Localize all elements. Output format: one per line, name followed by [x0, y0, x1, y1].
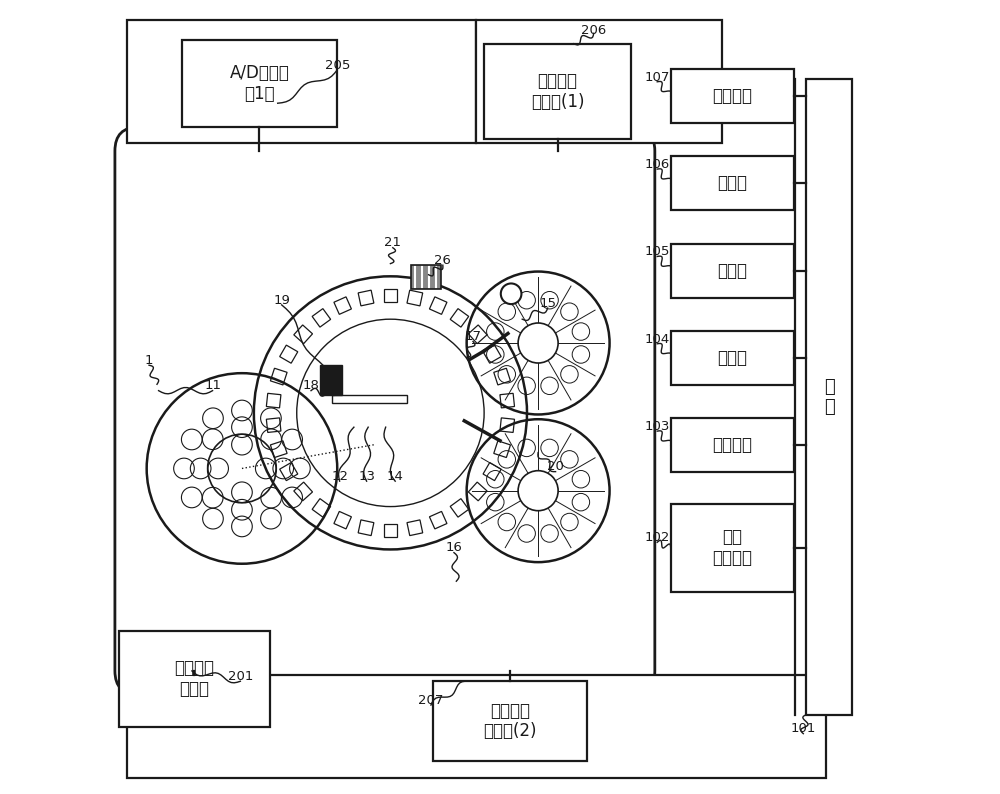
Text: 显示装置: 显示装置 — [712, 437, 752, 454]
Text: 试剂分注
控制部(2): 试剂分注 控制部(2) — [483, 702, 537, 740]
Text: 14: 14 — [387, 470, 404, 483]
Bar — [806, 79, 852, 715]
Text: 102: 102 — [645, 531, 670, 544]
Text: 打印机: 打印机 — [717, 175, 747, 192]
Bar — [119, 631, 270, 727]
Bar — [671, 331, 794, 385]
Bar — [332, 395, 407, 403]
Bar — [433, 681, 587, 761]
Text: 21: 21 — [384, 237, 401, 249]
Text: 18: 18 — [303, 380, 319, 392]
Text: 206: 206 — [581, 24, 606, 37]
Bar — [671, 69, 794, 123]
Text: 输入装置: 输入装置 — [712, 87, 752, 105]
Text: 101: 101 — [791, 723, 816, 735]
Circle shape — [518, 471, 558, 511]
Text: 17: 17 — [465, 330, 482, 343]
Text: 103: 103 — [645, 420, 670, 433]
Text: 201: 201 — [228, 670, 253, 683]
Circle shape — [501, 283, 521, 304]
Text: 104: 104 — [645, 333, 670, 345]
Circle shape — [518, 323, 558, 363]
Text: 207: 207 — [418, 694, 444, 707]
Text: 106: 106 — [645, 158, 670, 171]
Bar — [484, 44, 631, 139]
Bar — [671, 504, 794, 592]
Bar — [411, 265, 441, 289]
Bar — [127, 20, 476, 143]
Text: 105: 105 — [645, 245, 670, 258]
Text: 26: 26 — [434, 254, 451, 267]
Text: 11: 11 — [204, 380, 221, 392]
Text: 12: 12 — [331, 470, 348, 483]
Text: 13: 13 — [358, 470, 375, 483]
Bar — [320, 365, 342, 395]
Bar — [671, 156, 794, 210]
Text: 1: 1 — [145, 354, 153, 367]
Text: 样本分注
控制部: 样本分注 控制部 — [174, 660, 214, 698]
FancyBboxPatch shape — [115, 127, 655, 695]
Text: 存储器: 存储器 — [717, 349, 747, 367]
Text: A/D转换器
（1）: A/D转换器 （1） — [230, 64, 290, 102]
Text: 19: 19 — [273, 294, 290, 306]
Text: 计算机: 计算机 — [717, 262, 747, 279]
Text: 15: 15 — [539, 297, 556, 310]
Bar — [671, 244, 794, 298]
Bar — [476, 20, 722, 143]
Text: 试剂分注
控制部(1): 试剂分注 控制部(1) — [531, 72, 584, 110]
Bar — [182, 40, 337, 127]
Text: 107: 107 — [645, 71, 670, 83]
Text: 接
口: 接 口 — [824, 378, 834, 416]
Text: 205: 205 — [325, 59, 350, 71]
Text: 20: 20 — [547, 461, 564, 473]
Bar — [671, 418, 794, 472]
Bar — [127, 675, 826, 778]
Text: 16: 16 — [446, 542, 462, 554]
Text: 外部
输出介质: 外部 输出介质 — [712, 529, 752, 567]
